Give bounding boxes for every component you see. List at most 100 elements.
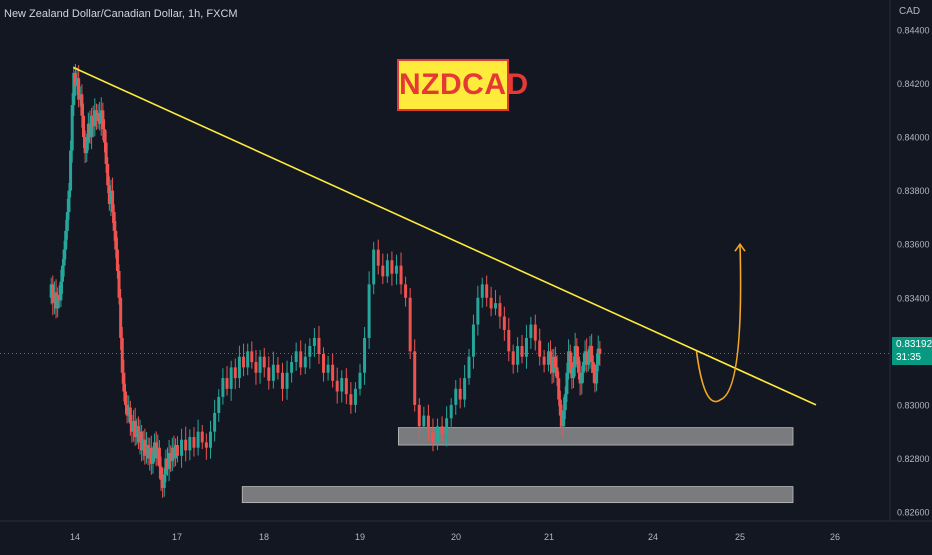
candle-body xyxy=(80,94,84,116)
candle-body xyxy=(78,94,82,100)
candle-body xyxy=(583,351,587,363)
candle-body xyxy=(516,345,520,365)
y-tick-label: 0.83400 xyxy=(897,293,930,303)
candle-body xyxy=(57,295,61,301)
candle-body xyxy=(404,284,408,298)
candle-body xyxy=(590,345,594,363)
candle-body xyxy=(399,265,403,285)
candle-body xyxy=(242,356,246,368)
candle-body xyxy=(82,115,85,138)
candle-body xyxy=(143,439,147,456)
candle-body xyxy=(578,372,582,384)
y-tick-label: 0.82800 xyxy=(897,454,930,464)
candle-body xyxy=(312,337,316,346)
candle-body xyxy=(221,378,225,397)
candle-body xyxy=(581,362,585,373)
candle-body xyxy=(106,163,110,186)
candle-body xyxy=(83,137,87,154)
candle-body xyxy=(91,115,95,127)
projection-arrowhead xyxy=(734,242,746,252)
candle-body xyxy=(52,292,56,304)
candle-body xyxy=(94,110,98,122)
candle-body xyxy=(326,364,330,373)
candle-body xyxy=(153,442,157,454)
candle-body xyxy=(285,372,289,389)
candle-body xyxy=(51,284,55,304)
candle-body xyxy=(140,431,144,451)
candle-body xyxy=(86,123,90,143)
candle-body xyxy=(262,356,266,368)
candle-body xyxy=(144,445,148,456)
candle-body xyxy=(88,123,92,138)
candle-body xyxy=(591,362,595,373)
candle-body xyxy=(471,324,475,357)
candle-body xyxy=(65,212,69,231)
candle-body xyxy=(167,453,171,470)
candle-body xyxy=(520,345,524,357)
candle-body xyxy=(271,364,275,381)
candle-body xyxy=(98,113,102,124)
y-tick-label: 0.84200 xyxy=(897,79,930,89)
candle-body xyxy=(127,407,131,416)
candle-body xyxy=(458,388,462,400)
candle-body xyxy=(524,337,528,357)
candle-body xyxy=(254,362,258,373)
candle-body xyxy=(229,367,233,389)
bar-countdown: 31:35 xyxy=(896,352,922,363)
candle-body xyxy=(73,72,77,87)
candle-body xyxy=(417,404,421,427)
candle-body xyxy=(132,420,136,432)
y-tick-label: 0.84000 xyxy=(897,133,930,143)
candle-body xyxy=(586,356,590,365)
candle-body xyxy=(62,249,66,266)
y-tick-label: 0.82600 xyxy=(897,508,930,518)
candle-body xyxy=(104,142,108,164)
candle-body xyxy=(467,356,471,379)
candle-body xyxy=(49,284,53,298)
candle-body xyxy=(148,447,152,459)
candle-body xyxy=(125,404,129,416)
candle-body xyxy=(576,356,580,373)
candle-body xyxy=(372,249,376,285)
candle-body xyxy=(141,439,145,451)
candle-body xyxy=(157,447,161,467)
y-tick-label: 0.83800 xyxy=(897,186,930,196)
candle-body xyxy=(422,415,426,427)
candle-body xyxy=(164,458,168,475)
candle-body xyxy=(335,380,339,392)
candle-body xyxy=(570,362,574,379)
candle-body xyxy=(204,442,208,448)
candle-body xyxy=(136,426,140,443)
candle-body xyxy=(246,351,250,368)
candle-body xyxy=(93,110,97,127)
candle-body xyxy=(128,407,132,424)
candle-body xyxy=(349,394,353,405)
candle-body xyxy=(533,324,537,341)
candle-body xyxy=(101,110,105,130)
candle-body xyxy=(436,426,440,443)
descending-trendline xyxy=(72,66,817,406)
candle-body xyxy=(331,364,335,381)
x-tick-label: 25 xyxy=(735,532,745,542)
candle-body xyxy=(172,447,176,459)
candle-body xyxy=(112,212,116,231)
candle-body xyxy=(149,447,153,464)
candle-body xyxy=(381,265,385,277)
candle-body xyxy=(135,426,139,438)
candle-body xyxy=(70,104,74,151)
candle-body xyxy=(507,329,511,352)
candle-body xyxy=(353,388,357,405)
candle-body xyxy=(390,260,394,274)
candle-body xyxy=(180,439,184,456)
candle-body xyxy=(130,423,134,432)
candle-body xyxy=(154,442,158,459)
x-tick-label: 21 xyxy=(544,532,554,542)
candle-body xyxy=(547,351,551,365)
y-tick-label: 0.83000 xyxy=(897,400,930,410)
candle-body xyxy=(358,372,362,389)
candle-body xyxy=(598,348,602,355)
candle-body xyxy=(322,354,326,373)
candle-body xyxy=(96,113,100,122)
candle-body xyxy=(431,431,435,443)
candle-body xyxy=(69,150,73,191)
